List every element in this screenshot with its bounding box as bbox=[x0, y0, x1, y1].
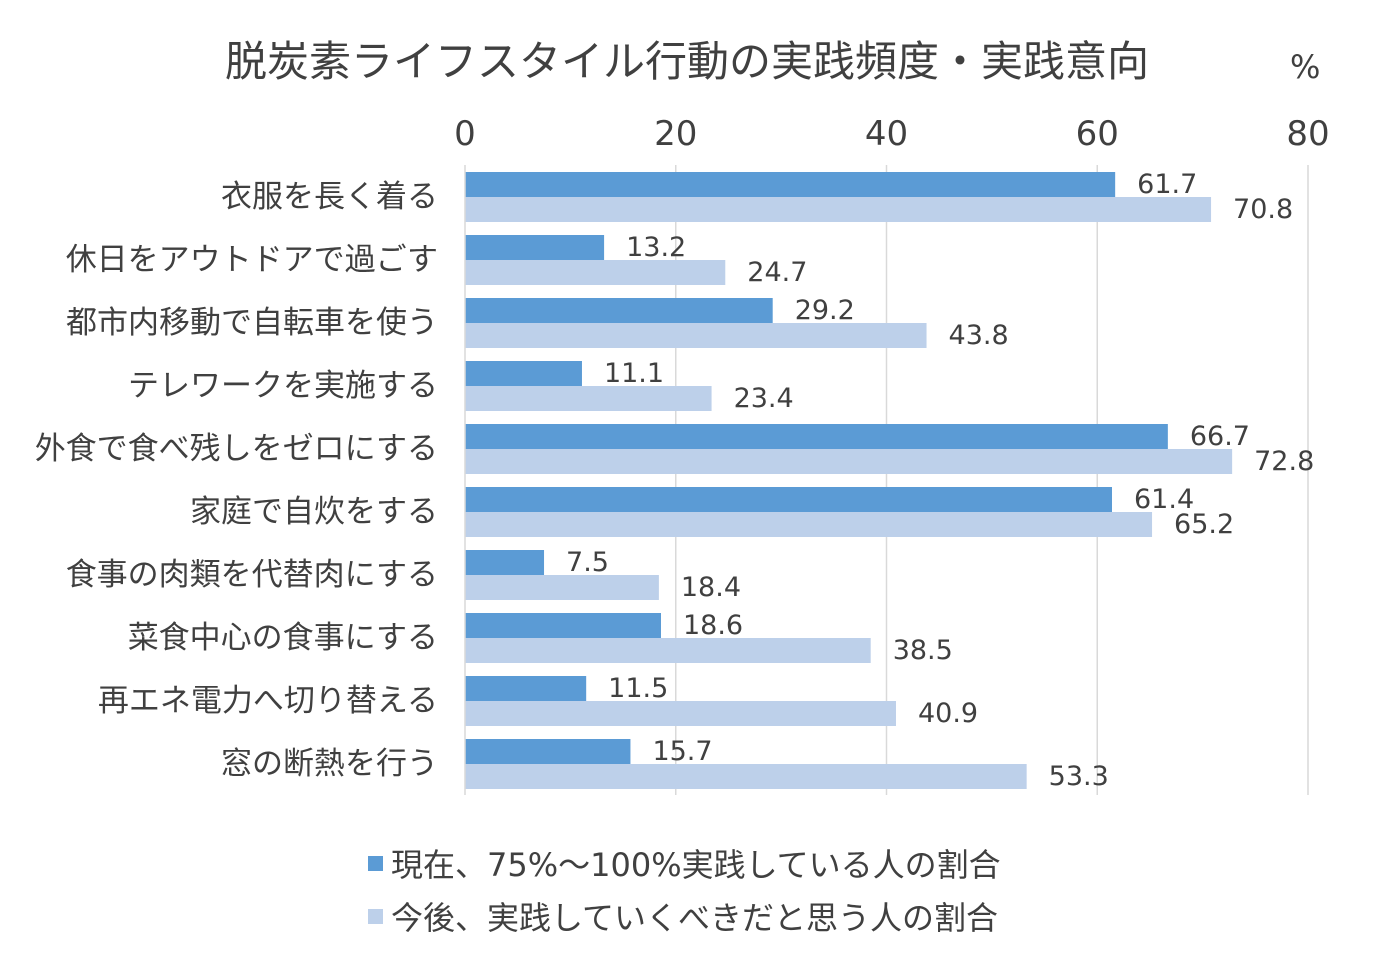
bar-current bbox=[465, 235, 605, 260]
category-label: 外食で食べ残しをゼロにする bbox=[35, 431, 438, 467]
data-label-future: 18.4 bbox=[681, 572, 741, 603]
category-label: 休日をアウトドアで過ごす bbox=[66, 242, 438, 278]
category-label: 再エネ電力へ切り替える bbox=[98, 683, 438, 719]
category-label: 衣服を長く着る bbox=[221, 179, 438, 215]
data-label-future: 53.3 bbox=[1049, 761, 1109, 792]
data-label-current: 11.1 bbox=[604, 358, 664, 389]
bar-future bbox=[465, 323, 927, 348]
bar-future bbox=[465, 575, 659, 600]
data-label-current: 29.2 bbox=[795, 295, 855, 326]
category-label: 都市内移動で自転車を使う bbox=[66, 305, 438, 341]
bar-future bbox=[465, 701, 896, 726]
bar-current bbox=[465, 424, 1168, 449]
legend-label-current: 現在、75%～100%実践している人の割合 bbox=[391, 846, 1001, 884]
bar-current bbox=[465, 172, 1116, 197]
x-tick-label: 20 bbox=[654, 114, 697, 154]
category-label: 家庭で自炊をする bbox=[190, 494, 438, 530]
bar-current bbox=[465, 739, 631, 764]
legend-item-current: 現在、75%～100%実践している人の割合 bbox=[368, 840, 1001, 886]
data-label-future: 43.8 bbox=[949, 320, 1009, 351]
bar-current bbox=[465, 550, 545, 575]
category-label: テレワークを実施する bbox=[128, 368, 438, 404]
data-label-future: 23.4 bbox=[734, 383, 794, 414]
bar-future bbox=[465, 197, 1212, 222]
bar-future bbox=[465, 638, 871, 663]
category-label: 菜食中心の食事にする bbox=[128, 620, 438, 656]
data-label-future: 65.2 bbox=[1174, 509, 1234, 540]
x-tick-label: 60 bbox=[1076, 114, 1119, 154]
legend-item-future: 今後、実践していくべきだと思う人の割合 bbox=[368, 893, 998, 939]
data-label-current: 11.5 bbox=[608, 673, 668, 704]
category-label: 窓の断熱を行う bbox=[221, 746, 438, 782]
x-tick-label: 0 bbox=[454, 114, 476, 154]
legend-swatch-future bbox=[368, 908, 383, 924]
bar-future bbox=[465, 512, 1153, 537]
data-label-future: 72.8 bbox=[1254, 446, 1314, 477]
x-tick-label: 40 bbox=[865, 114, 908, 154]
bar-future bbox=[465, 449, 1233, 474]
data-label-current: 13.2 bbox=[626, 232, 686, 263]
category-label: 食事の肉類を代替肉にする bbox=[66, 557, 438, 593]
legend-label-future: 今後、実践していくべきだと思う人の割合 bbox=[391, 899, 999, 937]
data-label-current: 66.7 bbox=[1190, 421, 1250, 452]
chart-title: 脱炭素ライフスタイル行動の実践頻度・実践意向 bbox=[224, 37, 1149, 86]
data-label-current: 61.4 bbox=[1134, 484, 1194, 515]
data-label-current: 15.7 bbox=[652, 736, 712, 767]
legend-swatch-current bbox=[368, 855, 383, 871]
bar-future bbox=[465, 764, 1027, 789]
bar-current bbox=[465, 676, 587, 701]
data-label-current: 7.5 bbox=[566, 547, 609, 578]
data-label-future: 40.9 bbox=[918, 698, 978, 729]
data-label-future: 70.8 bbox=[1233, 194, 1293, 225]
data-label-future: 38.5 bbox=[893, 635, 953, 666]
data-label-current: 61.7 bbox=[1137, 169, 1197, 200]
bar-future bbox=[465, 386, 712, 411]
bar-future bbox=[465, 260, 726, 285]
data-label-current: 18.6 bbox=[683, 610, 743, 641]
x-tick-label: 80 bbox=[1286, 114, 1329, 154]
bar-current bbox=[465, 361, 582, 386]
bar-current bbox=[465, 613, 661, 638]
bar-current bbox=[465, 487, 1113, 512]
unit-label: % bbox=[1290, 48, 1321, 86]
data-label-future: 24.7 bbox=[747, 257, 807, 288]
bar-current bbox=[465, 298, 773, 323]
